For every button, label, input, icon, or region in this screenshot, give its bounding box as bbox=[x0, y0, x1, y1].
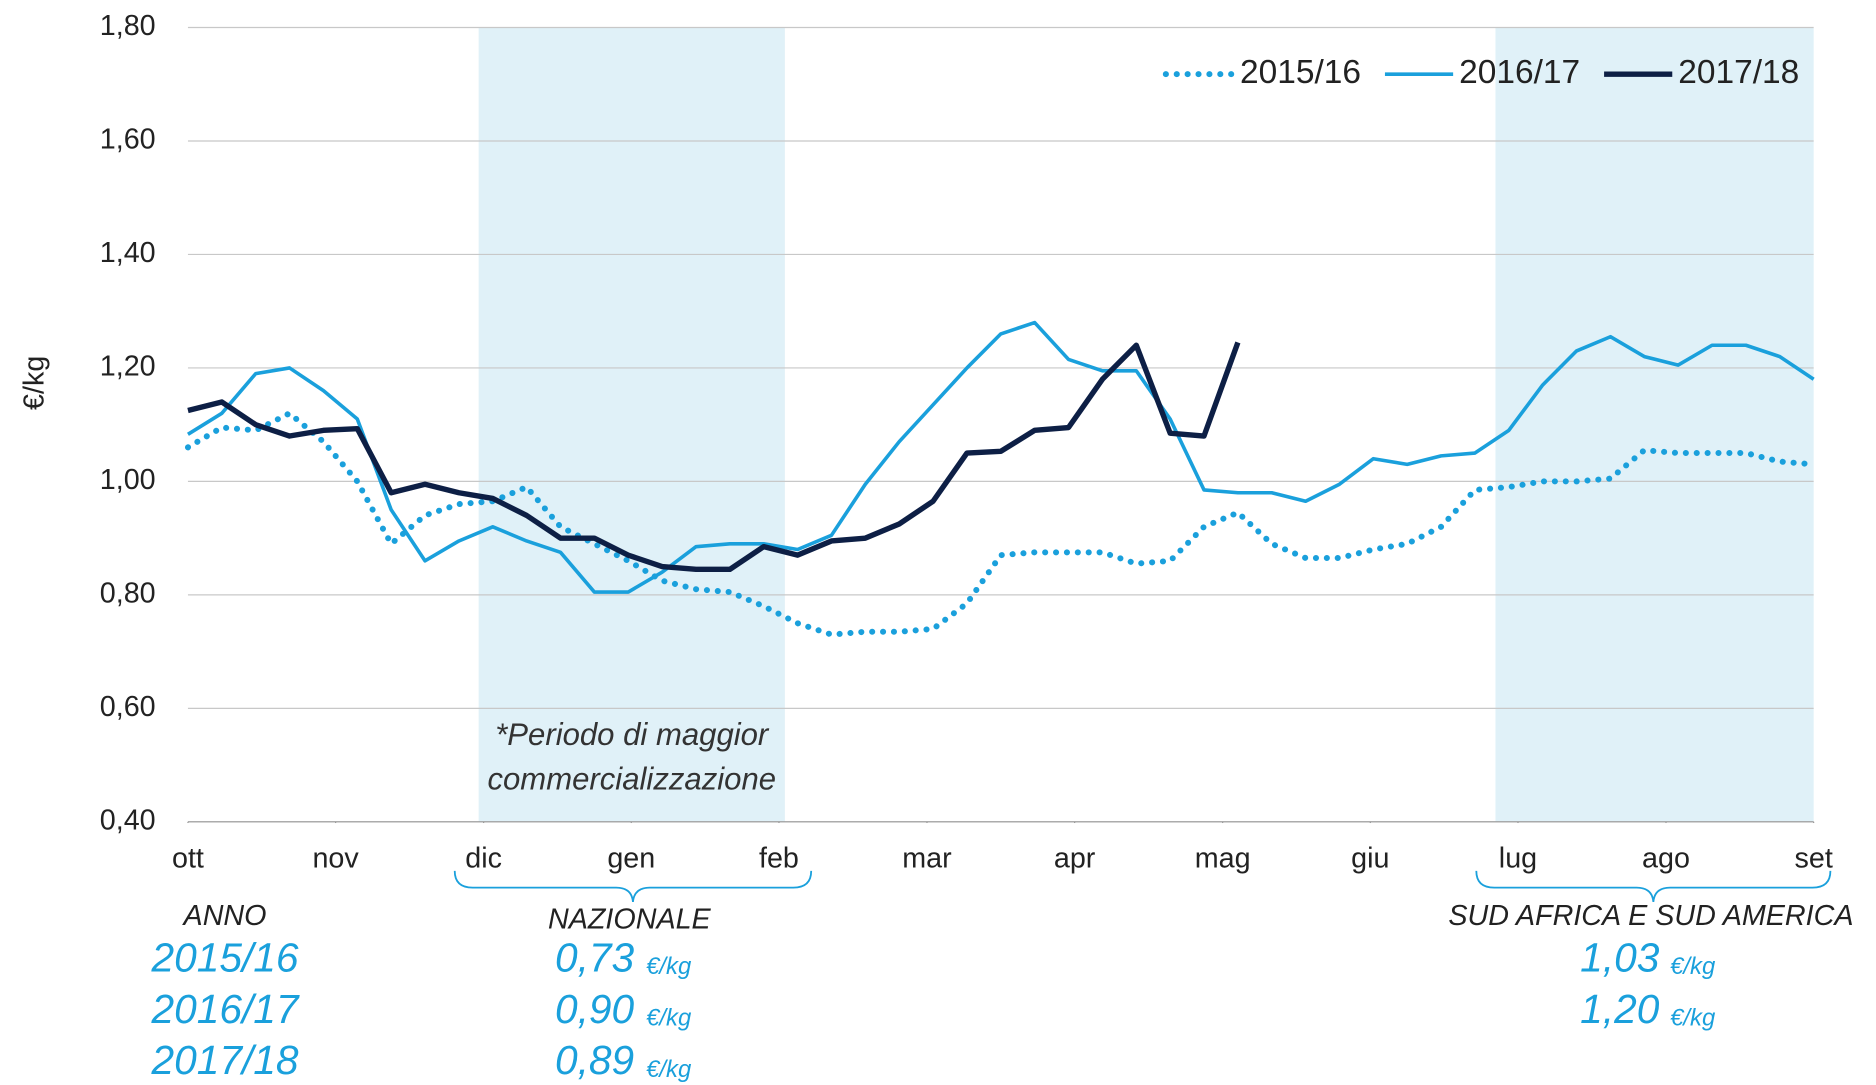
summary-rows: 2015/16 0,73 €/kg 1,03 €/kg 2016/17 0,90 €/kg 1,… bbox=[151, 934, 1716, 1083]
y-tick-label: 1,80 bbox=[100, 10, 156, 42]
summary-header: ANNO bbox=[182, 900, 267, 932]
x-tick-label: mar bbox=[902, 843, 952, 875]
x-tick-label: giu bbox=[1351, 843, 1389, 875]
x-tick-label: apr bbox=[1054, 843, 1096, 875]
legend-label: 2016/17 bbox=[1459, 54, 1580, 91]
season-band bbox=[478, 27, 785, 822]
brace bbox=[1475, 870, 1832, 903]
summary-year: 2016/17 bbox=[151, 986, 300, 1032]
x-tick-label: ago bbox=[1642, 843, 1690, 875]
y-tick-label: 1,60 bbox=[100, 124, 156, 156]
series-line bbox=[187, 320, 1815, 594]
legend-label: 2015/16 bbox=[1240, 54, 1361, 91]
x-tick-label: gen bbox=[607, 843, 655, 875]
y-tick-label: 0,60 bbox=[100, 691, 156, 723]
x-tick-label: mag bbox=[1195, 843, 1251, 875]
x-tick-label: lug bbox=[1499, 843, 1537, 875]
brace bbox=[453, 870, 813, 903]
summary-unit: €/kg bbox=[646, 1056, 692, 1083]
annotation: *Periodo di maggior bbox=[495, 717, 770, 752]
summary-value: 1,03 bbox=[1580, 934, 1660, 980]
y-tick-label: 0,40 bbox=[100, 804, 156, 836]
y-tick-label: 0,80 bbox=[100, 577, 156, 609]
y-tick-label: 1,20 bbox=[100, 351, 156, 383]
summary-unit: €/kg bbox=[1670, 953, 1716, 980]
summary-unit: €/kg bbox=[1670, 1005, 1716, 1032]
summary-unit: €/kg bbox=[646, 1005, 692, 1032]
series-line bbox=[187, 341, 1241, 573]
y-axis-label: €/kg bbox=[19, 356, 51, 410]
summary-value: 1,20 bbox=[1580, 986, 1660, 1032]
summary-value: 0,89 bbox=[555, 1037, 634, 1083]
x-tick-label: nov bbox=[312, 843, 359, 875]
summary-header: SUD AFRICA E SUD AMERICA bbox=[1448, 900, 1853, 932]
summary-year: 2015/16 bbox=[151, 934, 299, 980]
summary-header: NAZIONALE bbox=[548, 904, 712, 936]
summary-value: 0,90 bbox=[555, 986, 635, 1032]
y-tick-label: 1,00 bbox=[100, 464, 156, 496]
x-tick-label: feb bbox=[759, 843, 799, 875]
season-band bbox=[1495, 27, 1814, 822]
summary-unit: €/kg bbox=[646, 953, 692, 980]
summary-year: 2017/18 bbox=[151, 1037, 299, 1083]
legend-label: 2017/18 bbox=[1678, 54, 1799, 91]
summary-value: 0,73 bbox=[555, 934, 635, 980]
x-tick-label: set bbox=[1795, 843, 1833, 875]
grid bbox=[187, 26, 1814, 823]
annotation: commercializzazione bbox=[487, 761, 776, 796]
y-tick-label: 1,40 bbox=[100, 237, 156, 269]
series-line bbox=[184, 410, 1817, 638]
x-tick-label: ott bbox=[172, 843, 204, 875]
x-tick-label: dic bbox=[465, 843, 502, 875]
